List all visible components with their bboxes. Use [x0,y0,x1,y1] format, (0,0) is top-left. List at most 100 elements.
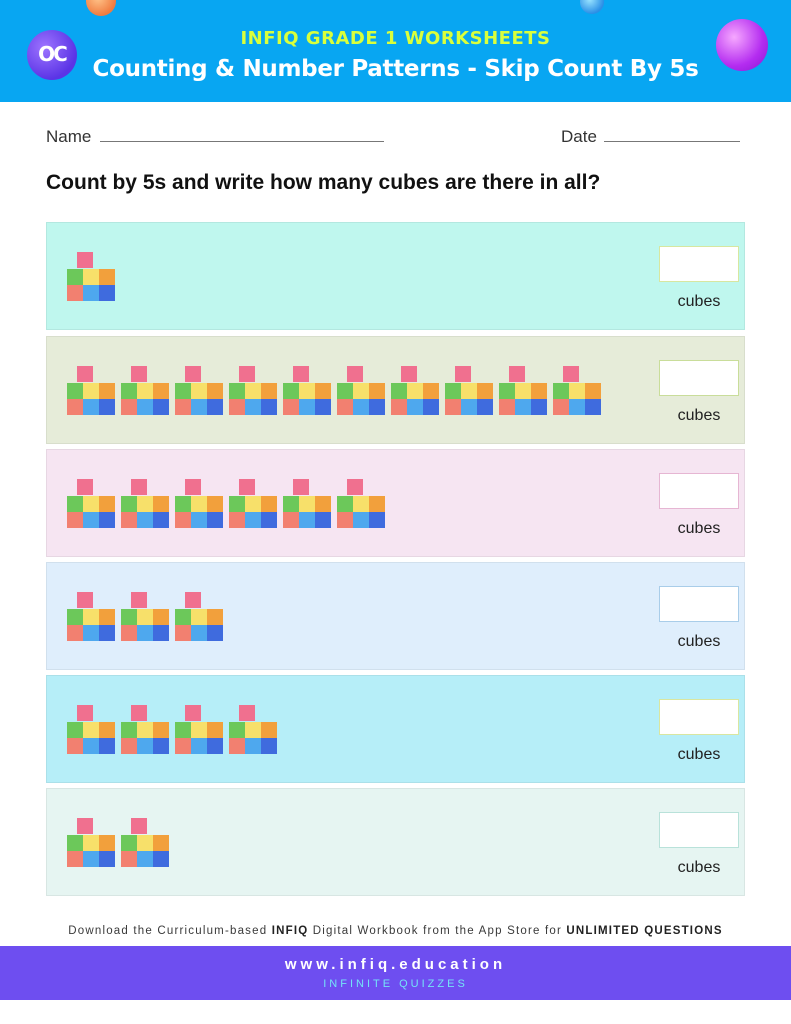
unit-cube [245,496,261,512]
unit-cube [245,399,261,415]
unit-cube [175,738,191,754]
worksheet-header: OC INFIQ GRADE 1 WORKSHEETS Counting & N… [0,0,791,102]
unit-cube [185,479,201,495]
unit-cube [67,609,83,625]
cube-groups [67,479,391,529]
unit-cube [191,383,207,399]
unit-cube [83,738,99,754]
cube-group-icon [67,818,116,868]
unit-cube [121,383,137,399]
unit-cube [207,609,223,625]
unit-cube [137,625,153,641]
answer-input[interactable] [659,360,739,396]
unit-cube [83,269,99,285]
cube-group-icon [121,366,170,416]
unit-cube [293,366,309,382]
cube-group-icon [229,366,278,416]
question-row: cubes [46,336,745,444]
unit-cube [99,496,115,512]
unit-cube [185,592,201,608]
note-emphasis: UNLIMITED QUESTIONS [566,925,723,937]
unit-cube [83,512,99,528]
cube-group-icon [553,366,602,416]
unit-cube [531,383,547,399]
unit-cube [67,512,83,528]
footer-bar: www.infiq.education INFINITE QUIZZES [0,946,791,1000]
unit-cube [191,609,207,625]
unit-cube [207,399,223,415]
cube-groups [67,705,283,755]
unit-cube [315,512,331,528]
unit-cube [569,383,585,399]
unit-cube [347,479,363,495]
unit-cube [67,383,83,399]
unit-cube [67,738,83,754]
unit-cube [455,366,471,382]
unit-cube [131,366,147,382]
note-brand: INFIQ [271,925,309,937]
unit-cube [175,625,191,641]
unit-cube [423,399,439,415]
unit-cube [99,399,115,415]
unit-cube [229,512,245,528]
unit-cube [369,399,385,415]
unit-cube [137,399,153,415]
unit-cube [137,722,153,738]
unit-cube [461,383,477,399]
answer-input[interactable] [659,812,739,848]
unit-cube [67,722,83,738]
unit-cube [315,399,331,415]
unit-cube [99,285,115,301]
unit-cube [515,383,531,399]
unit-cube [569,399,585,415]
note-middle: Digital Workbook from the App Store for [308,925,567,937]
answer-input[interactable] [659,246,739,282]
name-field-line[interactable] [100,141,384,142]
unit-cube [137,383,153,399]
unit-cube [185,705,201,721]
unit-cube [99,835,115,851]
unit-cube [83,496,99,512]
unit-cube [121,496,137,512]
unit-label: cubes [677,746,721,763]
unit-label: cubes [677,520,721,537]
unit-cube [239,705,255,721]
unit-cube [407,383,423,399]
answer-input[interactable] [659,699,739,735]
cube-group-icon [121,479,170,529]
unit-cube [245,383,261,399]
question-row: cubes [46,675,745,783]
cube-groups [67,252,121,302]
unit-cube [99,609,115,625]
unit-cube [423,383,439,399]
unit-cube [83,285,99,301]
unit-cube [153,496,169,512]
cube-group-icon [337,366,386,416]
cube-group-icon [67,705,116,755]
unit-cube [153,625,169,641]
unit-cube [207,738,223,754]
cube-group-icon [121,592,170,642]
unit-cube [207,512,223,528]
unit-cube [229,738,245,754]
unit-label: cubes [677,859,721,876]
unit-cube [77,592,93,608]
website-link[interactable]: www.infiq.education [284,956,507,973]
unit-cube [175,722,191,738]
unit-cube [261,496,277,512]
page-title: Counting & Number Patterns - Skip Count … [92,56,699,82]
unit-cube [83,609,99,625]
unit-cube [67,399,83,415]
cube-group-icon [175,705,224,755]
unit-cube [315,496,331,512]
unit-cube [99,738,115,754]
name-label: Name [46,127,92,146]
unit-cube [499,383,515,399]
unit-cube [83,851,99,867]
date-field-line[interactable] [604,141,740,142]
unit-cube [315,383,331,399]
unit-cube [153,512,169,528]
answer-input[interactable] [659,473,739,509]
answer-input[interactable] [659,586,739,622]
unit-cube [153,383,169,399]
